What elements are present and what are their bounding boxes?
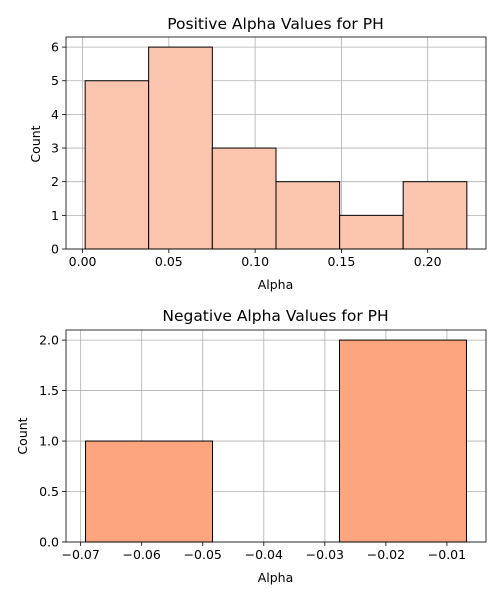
x-tick-label: 0.15 (327, 254, 355, 269)
y-axis-label: Count (15, 417, 30, 454)
chart-title: Negative Alpha Values for PH (162, 307, 388, 325)
x-tick-label: 0.10 (241, 254, 269, 269)
histogram-bar (339, 214, 404, 250)
x-axis-label: Alpha (258, 277, 294, 292)
y-axis-label: Count (28, 125, 43, 162)
x-tick-label: 0.00 (69, 254, 97, 269)
histogram-bar (402, 181, 468, 250)
y-tick-label: 1.5 (39, 383, 59, 398)
y-tick-label: 1.0 (39, 434, 59, 449)
histogram-bar (275, 181, 341, 250)
x-axis-label: Alpha (258, 570, 294, 585)
x-tick-label: −0.03 (306, 547, 344, 562)
x-tick-label: 0.05 (155, 254, 183, 269)
histogram-bar (148, 46, 213, 250)
histogram-bar (211, 147, 277, 250)
plot-frame (65, 36, 487, 250)
positive-alpha-histogram: Positive Alpha Values for PH Alpha Count… (28, 15, 487, 292)
y-tick-label: 0 (51, 242, 59, 257)
y-tick-label: 4 (51, 107, 59, 122)
chart-title: Positive Alpha Values for PH (167, 15, 384, 33)
x-tick-label: −0.06 (123, 547, 161, 562)
y-tick-label: 3 (51, 141, 59, 156)
plot-frame (65, 329, 487, 543)
y-tick-label: 0.5 (39, 484, 59, 499)
x-tick-label: −0.05 (184, 547, 222, 562)
y-tick-label: 5 (51, 73, 59, 88)
x-tick-label: −0.07 (61, 547, 99, 562)
x-tick-label: −0.04 (245, 547, 283, 562)
x-tick-label: 0.20 (414, 254, 442, 269)
y-tick-label: 2.0 (39, 333, 59, 348)
x-tick-label: −0.02 (367, 547, 405, 562)
histogram-bar (84, 80, 150, 250)
histogram-bar (338, 339, 467, 543)
y-tick-label: 2 (51, 174, 59, 189)
y-tick-label: 6 (51, 40, 59, 55)
histogram-bar (85, 440, 214, 543)
y-tick-label: 0.0 (39, 535, 59, 550)
y-tick-label: 1 (51, 208, 59, 223)
x-tick-label: −0.01 (428, 547, 466, 562)
negative-alpha-histogram: Negative Alpha Values for PH Alpha Count… (15, 307, 487, 585)
